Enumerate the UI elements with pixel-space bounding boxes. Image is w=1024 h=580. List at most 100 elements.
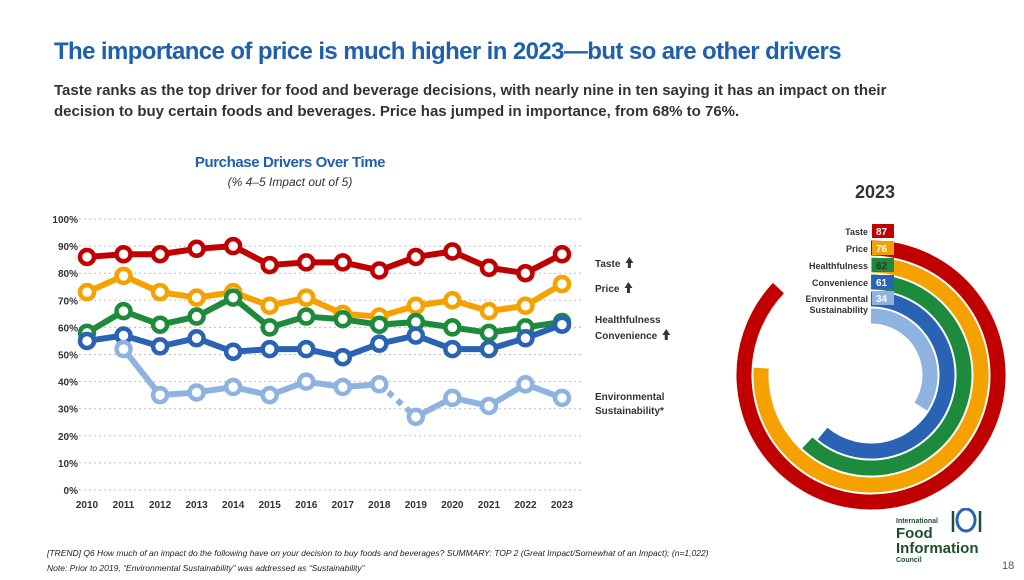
data-point — [516, 296, 535, 315]
data-point — [187, 288, 206, 307]
data-point — [443, 388, 462, 408]
radial-value-bg — [872, 241, 894, 255]
data-point — [150, 282, 170, 302]
x-tick-label: 2016 — [295, 500, 318, 511]
data-point — [552, 315, 572, 334]
data-point — [479, 258, 499, 278]
data-point — [443, 291, 462, 310]
data-point — [479, 323, 499, 343]
data-point — [333, 310, 353, 329]
legend-label-convenience: Convenience — [595, 331, 658, 342]
y-tick-label: 60% — [58, 323, 78, 334]
legend-label-healthfulness: Healthfulness — [595, 315, 661, 326]
x-tick-label: 2015 — [259, 500, 282, 511]
footnote-note: Note: Prior to 2019, “Environmental Sust… — [47, 563, 365, 573]
data-point — [223, 236, 243, 256]
data-point — [260, 296, 279, 315]
data-point — [223, 288, 243, 307]
x-tick-label: 2018 — [368, 500, 391, 511]
data-point — [479, 301, 499, 321]
y-tick-label: 80% — [58, 269, 78, 280]
data-point — [516, 375, 535, 394]
data-point — [150, 315, 170, 334]
legend-label-taste: Taste — [595, 259, 621, 270]
data-point — [114, 339, 133, 359]
x-tick-label: 2021 — [478, 500, 501, 511]
radial-chart-title: 2023 — [854, 182, 896, 202]
data-point — [406, 247, 426, 267]
up-arrow-icon — [624, 282, 633, 293]
data-point — [333, 253, 353, 272]
legend-label-sustainability-2: Sustainability* — [595, 406, 664, 417]
data-point — [333, 377, 353, 397]
line-chart-subtitle: (% 4–5 Impact out of 5) — [227, 175, 353, 189]
y-tick-label: 100% — [52, 215, 78, 226]
fork-spoon-icon — [951, 508, 982, 533]
x-tick-label: 2020 — [441, 500, 464, 511]
data-point — [333, 347, 353, 367]
x-tick-label: 2023 — [551, 500, 574, 511]
data-point — [260, 255, 279, 275]
radial-bar — [802, 274, 972, 476]
data-point — [260, 339, 279, 359]
page-title: The importance of price is much higher i… — [54, 38, 842, 65]
legend-label-sustainability-1: Environmental — [595, 392, 665, 403]
radial-bar — [753, 257, 989, 493]
data-point — [443, 318, 462, 337]
data-point — [260, 318, 279, 337]
y-tick-label: 30% — [58, 405, 78, 416]
logo-line-2: Food — [896, 525, 933, 542]
radial-label-sustainability-1: Environmental — [805, 294, 868, 304]
data-point — [406, 296, 426, 315]
radial-value-taste: 87 — [876, 227, 888, 238]
up-arrow-icon — [625, 257, 634, 268]
radial-value-bg — [872, 291, 894, 305]
data-point — [223, 342, 243, 362]
y-tick-label: 10% — [58, 459, 78, 470]
data-point — [187, 239, 206, 259]
y-tick-label: 70% — [58, 296, 78, 307]
data-point — [77, 331, 97, 351]
radial-value-convenience: 61 — [876, 278, 888, 289]
data-point — [150, 244, 170, 264]
radial-label-sustainability-2: Sustainability — [809, 305, 868, 315]
data-point — [370, 261, 389, 280]
data-point — [77, 247, 97, 267]
radial-label-taste: Taste — [845, 227, 868, 237]
data-point — [552, 274, 572, 294]
x-tick-label: 2011 — [113, 500, 135, 511]
radial-label-price: Price — [846, 244, 868, 254]
data-point — [187, 328, 206, 348]
data-point — [296, 307, 316, 326]
data-point — [114, 301, 133, 321]
data-point — [114, 244, 133, 264]
data-point — [516, 328, 535, 348]
page-subtitle: Taste ranks as the top driver for food a… — [54, 82, 887, 120]
radial-value-bg — [872, 275, 894, 289]
radial-bar — [817, 291, 955, 459]
data-point — [150, 337, 170, 356]
data-point — [479, 339, 499, 359]
data-point — [77, 282, 97, 302]
radial-value-bg — [872, 258, 894, 272]
radial-label-convenience: Convenience — [812, 278, 868, 288]
logo-line-1: International — [896, 518, 939, 525]
data-point — [296, 253, 316, 272]
x-tick-label: 2014 — [222, 500, 245, 511]
data-point — [443, 339, 462, 359]
data-point — [552, 244, 572, 264]
data-point — [370, 334, 389, 353]
data-point — [552, 388, 572, 408]
radial-bar — [870, 308, 938, 411]
x-tick-label: 2017 — [332, 500, 355, 511]
data-point — [187, 383, 206, 402]
radial-label-healthfulness: Healthfulness — [809, 261, 868, 271]
radial-bar — [736, 240, 1006, 510]
radial-value-bg — [872, 224, 894, 238]
data-point — [296, 339, 316, 359]
line-chart-title: Purchase Drivers Over Time — [194, 154, 386, 171]
radial-value-healthfulness: 62 — [876, 261, 888, 272]
page-number: 18 — [1002, 560, 1015, 572]
